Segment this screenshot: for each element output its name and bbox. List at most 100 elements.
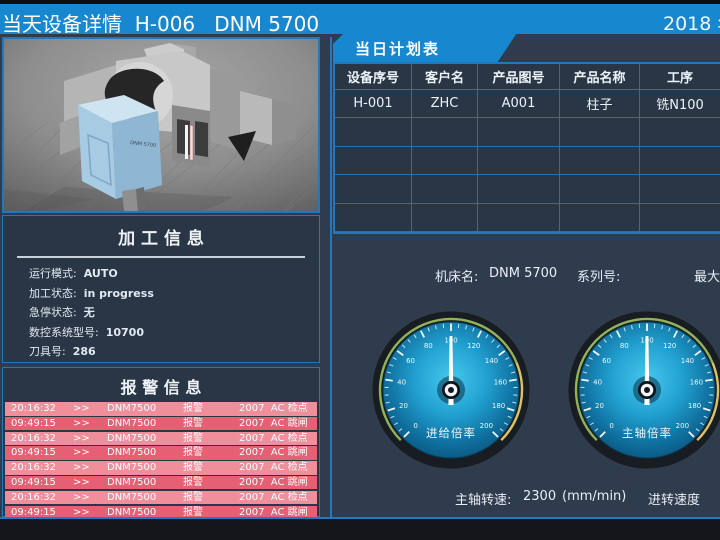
process-info-panel: 加 工 信 息 运行模式: AUTO 加工状态: in progress 急停状态: 无数…	[2, 215, 320, 363]
alarm-time: 20:16:32	[11, 462, 56, 474]
alarm-msg: 2007 AC 跳闸	[239, 417, 308, 429]
process-info-value: 286	[72, 345, 96, 358]
machine-image-panel: DNM 5700	[2, 37, 320, 213]
plan-table-cell	[412, 118, 478, 147]
alarm-arrow: >>	[73, 462, 90, 474]
plan-table-cell: ZHC	[412, 90, 478, 119]
process-info-row: 急停状态: 无	[29, 303, 319, 323]
alarm-dev: DNM7500	[107, 403, 157, 414]
plan-table-cell: 铣N100	[640, 90, 720, 119]
svg-text:140: 140	[485, 357, 498, 365]
alarm-msg: 2007 AC 检点	[239, 403, 308, 414]
alarm-time: 20:16:32	[11, 491, 56, 503]
svg-text:180: 180	[688, 402, 701, 410]
machine-name-label: 机床名:	[435, 270, 479, 285]
svg-text:140: 140	[681, 357, 694, 365]
alarm-dev: DNM7500	[107, 491, 157, 503]
alarm-type: 报警	[183, 432, 203, 444]
plan-table-cell	[640, 147, 720, 176]
process-info-row: 刀具号: 286	[29, 342, 319, 362]
alarm-row: 09:49:15 >> DNM7500 报警 2007 AC 跳闸	[5, 475, 317, 490]
plan-table-cell	[412, 203, 478, 232]
top-strip	[0, 0, 720, 4]
header-year: 2018 年	[663, 13, 720, 35]
process-info-label: 数控系统型号:	[29, 325, 99, 339]
alarm-row: 09:49:15 >> DNM7500 报警 2007 AC 跳闸	[5, 416, 317, 431]
plan-table-cell	[478, 146, 560, 176]
gauge-svg: 020406080100120140160180200进给倍率	[371, 310, 531, 470]
spindle-speed-unit: (mm/min)	[562, 489, 627, 504]
alarm-row: 20:16:32 >> DNM7500 报警 2007 AC 检点	[5, 461, 317, 475]
svg-text:0: 0	[413, 422, 417, 430]
svg-text:160: 160	[690, 379, 703, 387]
tab-daily-plan[interactable]: 当日计划表	[333, 33, 517, 62]
machine-3d-image: DNM 5700	[4, 39, 318, 211]
alarm-row: 09:49:15 >> DNM7500 报警 2007 AC 跳闸	[5, 505, 317, 520]
svg-text:60: 60	[602, 357, 611, 365]
process-info-value: in progress	[83, 286, 154, 300]
plan-table-cell	[560, 146, 640, 176]
alarm-time: 09:49:15	[11, 447, 56, 459]
plan-table: 设备序号 客户名 产品图号 产品名称 工序 H-001 ZHC A001 柱子 铣N100	[333, 62, 720, 234]
alarm-dev: DNM7500	[107, 417, 157, 429]
gauge-feed-override: 020406080100120140160180200进给倍率	[369, 308, 533, 472]
vertical-divider	[330, 37, 332, 517]
plan-table-cell: H-001	[335, 90, 412, 119]
alarm-time: 09:49:15	[11, 417, 56, 429]
svg-text:进给倍率: 进给倍率	[426, 426, 476, 440]
plan-table-cell	[478, 118, 560, 147]
alarm-type: 报警	[183, 462, 203, 474]
plan-table-cell	[335, 118, 412, 147]
alarm-msg: 2007 AC 检点	[239, 462, 308, 474]
plan-table-cell	[640, 118, 720, 147]
alarm-msg: 2007 AC 跳闸	[239, 506, 308, 518]
plan-table-header-cell: 设备序号	[335, 64, 412, 90]
svg-text:80: 80	[620, 342, 629, 350]
svg-text:200: 200	[480, 422, 493, 430]
alarm-msg: 2007 AC 检点	[239, 432, 308, 444]
alarm-info-title: 报 警 信 息	[120, 378, 202, 397]
plan-table-header-cell: 工序	[640, 64, 720, 90]
bottom-blue-line	[0, 517, 720, 519]
alarm-arrow: >>	[73, 506, 90, 518]
machine-name-value: DNM 5700	[489, 266, 558, 281]
process-info-value: 10700	[105, 325, 144, 339]
gauge-svg: 020406080100120140160180200主轴倍率	[567, 310, 720, 470]
alarm-dev: DNM7500	[107, 462, 157, 474]
svg-text:20: 20	[595, 402, 604, 410]
alarm-rows: 20:16:32 >> DNM7500 报警 2007 AC 检点 09:49:15 >> D…	[3, 402, 319, 520]
alarm-msg: 2007 AC 跳闸	[239, 447, 308, 459]
machine-model-label: DNM 5700	[130, 140, 157, 149]
plan-table-cell	[335, 203, 412, 232]
alarm-arrow: >>	[73, 491, 90, 503]
alarm-time: 20:16:32	[11, 432, 56, 444]
plan-table-cell	[560, 203, 640, 232]
svg-text:0: 0	[609, 422, 613, 430]
alarm-type: 报警	[183, 403, 203, 414]
plan-table-header-cell: 产品名称	[560, 64, 640, 90]
max-axes-label: 最大轴数	[694, 270, 720, 285]
alarm-arrow: >>	[73, 476, 90, 488]
plan-table-cell	[412, 175, 478, 204]
plan-table-header-cell: 客户名	[412, 64, 478, 90]
process-info-label: 刀具号:	[29, 345, 66, 358]
process-info-label: 加工状态:	[29, 286, 77, 300]
svg-text:80: 80	[424, 342, 433, 350]
svg-text:120: 120	[467, 342, 480, 350]
alarm-info-panel: 报 警 信 息 20:16:32 >> DNM7500 报警 2007 AC 检点 09:…	[2, 367, 320, 520]
serial-number-label: 系列号:	[577, 270, 621, 285]
process-info-value: AUTO	[83, 267, 118, 280]
plan-table-cell	[560, 118, 640, 147]
spindle-speed-value: 2300	[523, 489, 557, 504]
plan-table-cell	[478, 175, 560, 204]
plan-table-cell	[640, 175, 720, 204]
plan-table-cell	[335, 146, 412, 176]
process-info-value: 无	[83, 306, 95, 319]
bottom-bar	[0, 519, 720, 540]
process-info-row: 数控系统型号: 10700	[29, 323, 319, 343]
divider-line	[17, 256, 305, 258]
svg-text:160: 160	[494, 379, 507, 387]
process-info-rows: 运行模式: AUTO 加工状态: in progress 急停状态: 无数控系统型号: 10…	[3, 262, 319, 362]
alarm-dev: DNM7500	[107, 506, 157, 518]
alarm-arrow: >>	[73, 447, 90, 459]
